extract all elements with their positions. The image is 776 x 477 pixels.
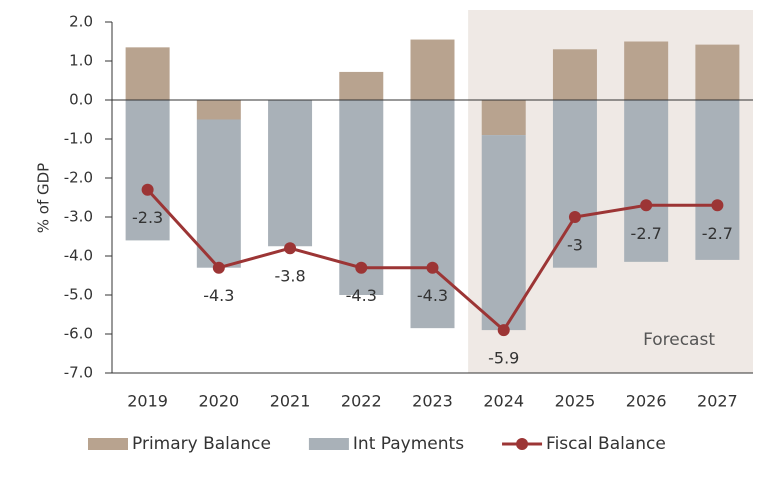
bar bbox=[125, 100, 170, 241]
data-label: -2.7 bbox=[702, 224, 733, 243]
data-label: -4.3 bbox=[203, 286, 234, 305]
x-tick-label: 2027 bbox=[697, 392, 738, 411]
bar bbox=[624, 100, 669, 262]
y-tick-label: -5.0 bbox=[64, 286, 93, 304]
legend-swatch bbox=[516, 438, 529, 450]
line-point bbox=[640, 199, 653, 212]
bar bbox=[695, 100, 740, 260]
data-label: -4.3 bbox=[346, 286, 377, 305]
x-tick-label: 2019 bbox=[127, 392, 168, 411]
legend-label: Primary Balance bbox=[132, 434, 271, 454]
y-tick-label: -1.0 bbox=[64, 130, 93, 148]
y-tick-label: -7.0 bbox=[64, 364, 93, 382]
bar bbox=[410, 100, 455, 329]
bar bbox=[196, 119, 241, 268]
bar bbox=[196, 100, 241, 120]
line-point bbox=[355, 261, 368, 274]
y-tick-label: -3.0 bbox=[64, 208, 93, 226]
bar bbox=[125, 47, 170, 100]
y-tick-label: 2.0 bbox=[69, 13, 93, 31]
data-label: -3 bbox=[567, 236, 583, 255]
x-tick-label: 2024 bbox=[483, 392, 524, 411]
line-point bbox=[284, 242, 297, 255]
bar bbox=[268, 100, 313, 247]
y-tick-label: -2.0 bbox=[64, 169, 93, 187]
bar bbox=[695, 44, 740, 100]
data-label: -2.7 bbox=[631, 224, 662, 243]
data-label: -4.3 bbox=[417, 286, 448, 305]
line-point bbox=[711, 199, 724, 212]
bar bbox=[410, 39, 455, 100]
x-tick-label: 2022 bbox=[341, 392, 382, 411]
y-axis-label: % of GDP bbox=[35, 163, 53, 233]
legend-swatch bbox=[308, 438, 349, 450]
line-point bbox=[426, 261, 439, 274]
forecast-label: Forecast bbox=[643, 330, 715, 350]
legend-label: Fiscal Balance bbox=[546, 434, 666, 454]
legend-label: Int Payments bbox=[353, 434, 464, 454]
bar bbox=[552, 49, 597, 100]
y-tick-label: 1.0 bbox=[69, 52, 93, 70]
x-tick-label: 2023 bbox=[412, 392, 453, 411]
data-label: -3.8 bbox=[274, 267, 305, 286]
x-tick-label: 2026 bbox=[626, 392, 667, 411]
x-tick-label: 2020 bbox=[198, 392, 239, 411]
x-tick-label: 2025 bbox=[555, 392, 596, 411]
line-point bbox=[141, 183, 154, 196]
data-label: -2.3 bbox=[132, 208, 163, 227]
bar bbox=[481, 135, 526, 331]
bar bbox=[339, 71, 384, 100]
x-tick-label: 2021 bbox=[270, 392, 311, 411]
line-point bbox=[212, 261, 225, 274]
bar bbox=[481, 100, 526, 136]
line-point bbox=[497, 324, 510, 337]
bar bbox=[624, 41, 669, 100]
data-label: -5.9 bbox=[488, 349, 519, 368]
y-tick-label: -6.0 bbox=[64, 325, 93, 343]
y-tick-label: 0.0 bbox=[69, 91, 93, 109]
legend-swatch bbox=[88, 438, 128, 450]
line-point bbox=[568, 211, 581, 223]
y-tick-label: -4.0 bbox=[64, 247, 93, 265]
